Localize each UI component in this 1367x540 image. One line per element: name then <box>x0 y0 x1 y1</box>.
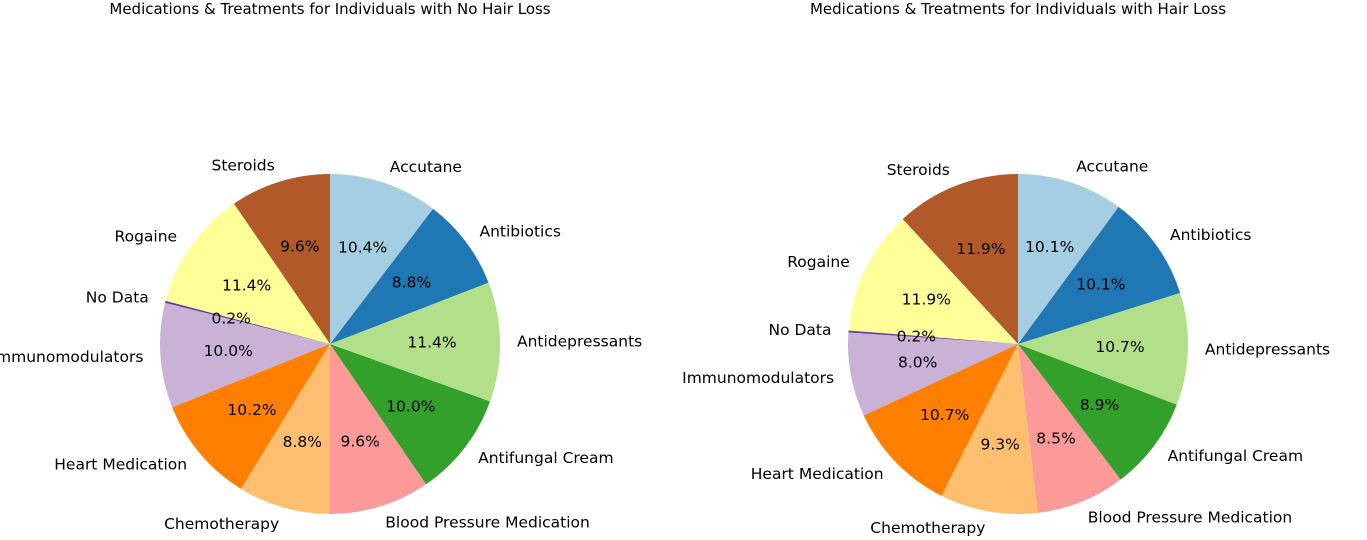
pie-slice-chemotherapy <box>241 344 330 514</box>
slice-label-antibiotics: Antibiotics <box>480 223 561 241</box>
pie-slice-steroids <box>233 174 330 344</box>
slice-label-blood-pressure-medication: Blood Pressure Medication <box>1088 509 1293 527</box>
pct-label-rogaine: 11.9% <box>902 290 951 308</box>
pct-label-blood-pressure-medication: 9.6% <box>341 432 380 450</box>
slice-label-chemotherapy: Chemotherapy <box>870 519 985 537</box>
slice-label-chemotherapy: Chemotherapy <box>164 515 279 533</box>
slice-label-no-data: No Data <box>768 321 831 339</box>
pct-label-steroids: 11.9% <box>956 240 1005 258</box>
pct-label-accutane: 10.4% <box>338 238 387 256</box>
pct-label-heart-medication: 10.2% <box>227 401 276 419</box>
slice-label-steroids: Steroids <box>887 161 950 179</box>
pie-slice-no-data <box>165 300 330 344</box>
slice-label-blood-pressure-medication: Blood Pressure Medication <box>385 514 590 532</box>
pct-label-antibiotics: 8.8% <box>392 274 431 292</box>
pie-slice-antibiotics <box>330 208 489 344</box>
pct-label-immunomodulators: 8.0% <box>898 354 937 372</box>
slice-label-antifungal-cream: Antifungal Cream <box>1168 447 1303 465</box>
pie-slice-steroids <box>902 174 1018 344</box>
slice-label-steroids: Steroids <box>211 156 274 174</box>
pie-slice-immunomodulators <box>848 332 1018 416</box>
pct-label-chemotherapy: 8.8% <box>283 433 322 451</box>
chart-title-hair-loss: Medications & Treatments for Individuals… <box>810 0 1226 18</box>
slice-label-immunomodulators: Immunomodulators <box>0 348 143 366</box>
pie-chart-no-hair-loss: Medications & Treatments for Individuals… <box>0 0 642 533</box>
pie-slice-antidepressants <box>1018 292 1188 405</box>
pct-label-antidepressants: 11.4% <box>407 334 456 352</box>
pct-label-immunomodulators: 10.0% <box>204 342 253 360</box>
pct-label-antibiotics: 10.1% <box>1076 276 1125 294</box>
slice-label-antibiotics: Antibiotics <box>1170 226 1251 244</box>
slice-label-accutane: Accutane <box>390 158 462 176</box>
pct-label-rogaine: 11.4% <box>222 276 271 294</box>
pie-slice-antifungal-cream <box>330 344 491 485</box>
slice-label-no-data: No Data <box>86 289 149 307</box>
pie-slice-immunomodulators <box>160 302 330 408</box>
pie-slice-blood-pressure-medication <box>1018 344 1121 513</box>
pie-slice-heart-medication <box>863 344 1018 496</box>
slice-label-heart-medication: Heart Medication <box>54 456 187 474</box>
pie-chart-hair-loss: Medications & Treatments for Individuals… <box>682 0 1330 537</box>
pct-label-antidepressants: 10.7% <box>1095 338 1144 356</box>
pie-slice-antibiotics <box>1018 206 1181 344</box>
slice-label-accutane: Accutane <box>1076 157 1148 175</box>
pie-slice-antidepressants <box>330 282 500 402</box>
pie-slice-rogaine <box>165 203 330 344</box>
pie-slice-antifungal-cream <box>1018 344 1177 480</box>
slice-label-rogaine: Rogaine <box>115 227 178 245</box>
slice-label-antidepressants: Antidepressants <box>1205 341 1330 359</box>
pct-label-no-data: 0.2% <box>212 310 251 328</box>
slice-label-heart-medication: Heart Medication <box>751 465 884 483</box>
pie-slice-no-data <box>848 330 1018 344</box>
pct-label-chemotherapy: 9.3% <box>981 435 1020 453</box>
pie-slice-chemotherapy <box>941 344 1038 515</box>
slice-label-rogaine: Rogaine <box>787 253 850 271</box>
pct-label-blood-pressure-medication: 8.5% <box>1036 430 1075 448</box>
pct-label-no-data: 0.2% <box>897 328 936 346</box>
pie-slice-heart-medication <box>172 344 330 489</box>
pct-label-steroids: 9.6% <box>280 238 319 256</box>
pct-label-accutane: 10.1% <box>1025 238 1074 256</box>
slice-label-antidepressants: Antidepressants <box>517 333 642 351</box>
pct-label-antifungal-cream: 10.0% <box>386 397 435 415</box>
slice-label-immunomodulators: Immunomodulators <box>682 369 834 387</box>
pie-slice-rogaine <box>848 219 1018 344</box>
pie-slice-accutane <box>1018 174 1119 344</box>
pie-slice-blood-pressure-medication <box>330 344 427 514</box>
pie-slice-accutane <box>330 174 433 344</box>
pct-label-antifungal-cream: 8.9% <box>1080 396 1119 414</box>
pct-label-heart-medication: 10.7% <box>920 406 969 424</box>
slice-label-antifungal-cream: Antifungal Cream <box>478 449 613 467</box>
chart-title-no-hair-loss: Medications & Treatments for Individuals… <box>109 0 550 18</box>
